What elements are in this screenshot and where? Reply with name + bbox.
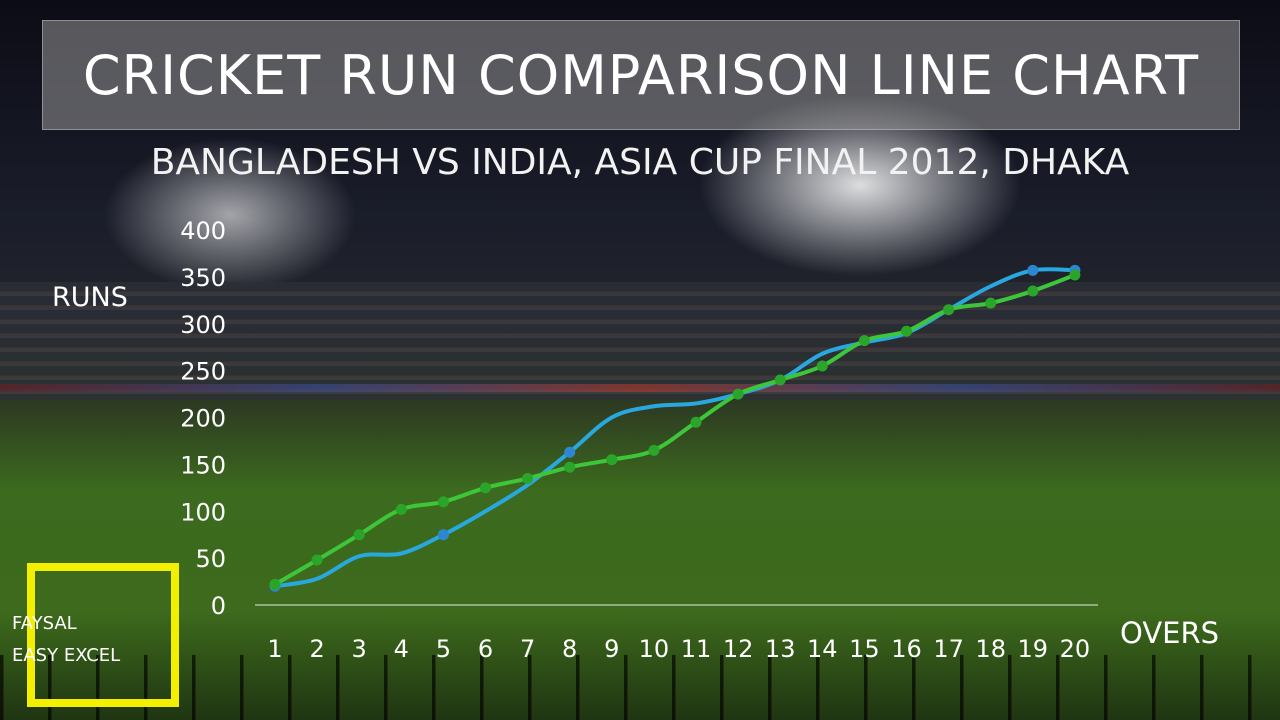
series-1-point [1027, 264, 1039, 276]
brand-label: FAYSAL EASY EXCEL [12, 608, 120, 672]
x-tick-label: 12 [723, 635, 754, 663]
title-banner: CRICKET RUN COMPARISON LINE CHART [42, 20, 1240, 130]
x-tick-label: 8 [562, 635, 577, 663]
brand-line-2: EASY EXCEL [12, 645, 121, 666]
x-tick-label: 4 [394, 635, 409, 663]
x-tick-label: 17 [933, 635, 964, 663]
x-tick-label: 13 [765, 635, 796, 663]
x-tick-label: 11 [681, 635, 712, 663]
x-tick-label: 3 [352, 635, 367, 663]
y-tick-label: 300 [180, 311, 226, 339]
series-2-point [437, 496, 449, 508]
chart-subtitle: BANGLADESH VS INDIA, ASIA CUP FINAL 2012… [150, 142, 1130, 183]
series-2-point [774, 374, 786, 386]
series-2-point [353, 529, 365, 541]
series-2-point [943, 304, 955, 316]
x-tick-label: 16 [891, 635, 922, 663]
y-tick-label: 350 [180, 264, 226, 292]
y-axis-label: RUNS [52, 282, 128, 313]
series-1-point [564, 446, 576, 458]
series-2-point [395, 503, 407, 515]
series-1-point [437, 529, 449, 541]
x-tick-label: 7 [520, 635, 535, 663]
series-2-point [985, 297, 997, 309]
x-tick-label: 9 [604, 635, 619, 663]
y-tick-label: 0 [211, 592, 226, 620]
x-tick-label: 5 [436, 635, 451, 663]
series-2-point [606, 454, 618, 466]
y-tick-label: 200 [180, 405, 226, 433]
stadium-banner [0, 384, 1280, 392]
x-tick-label: 20 [1060, 635, 1091, 663]
brand-line-1: FAYSAL [12, 613, 77, 634]
series-2-point [269, 578, 281, 590]
x-axis-label: OVERS [1120, 616, 1220, 650]
x-tick-label: 10 [639, 635, 670, 663]
y-tick-label: 150 [180, 451, 226, 479]
y-tick-label: 400 [180, 217, 226, 245]
x-tick-label: 14 [807, 635, 838, 663]
series-2-point [648, 444, 660, 456]
x-tick-label: 15 [849, 635, 880, 663]
chart-title: CRICKET RUN COMPARISON LINE CHART [82, 43, 1200, 107]
y-tick-label: 250 [180, 358, 226, 386]
x-tick-label: 19 [1018, 635, 1049, 663]
stadium-stands [0, 282, 1280, 400]
x-tick-label: 6 [478, 635, 493, 663]
series-2-point [480, 482, 491, 494]
series-2-point [732, 388, 744, 400]
stadium-fence [0, 655, 1280, 720]
series-line-2 [273, 273, 1077, 587]
series-2-point [1069, 269, 1081, 281]
x-tick-label: 1 [267, 635, 282, 663]
x-tick-label: 2 [309, 635, 324, 663]
brand-frame [27, 563, 179, 707]
x-tick-label: 18 [975, 635, 1006, 663]
series-2-point [816, 360, 828, 372]
series-2-point [564, 461, 576, 473]
y-tick-label: 50 [195, 545, 226, 573]
series-2-point [522, 472, 534, 484]
series-2-point [1027, 285, 1039, 297]
series-2-point [901, 325, 912, 337]
series-2-point [858, 335, 870, 347]
series-2-point [690, 416, 702, 428]
series-2-point [311, 554, 323, 566]
y-tick-label: 100 [180, 498, 226, 526]
series-line-1 [273, 267, 1077, 589]
